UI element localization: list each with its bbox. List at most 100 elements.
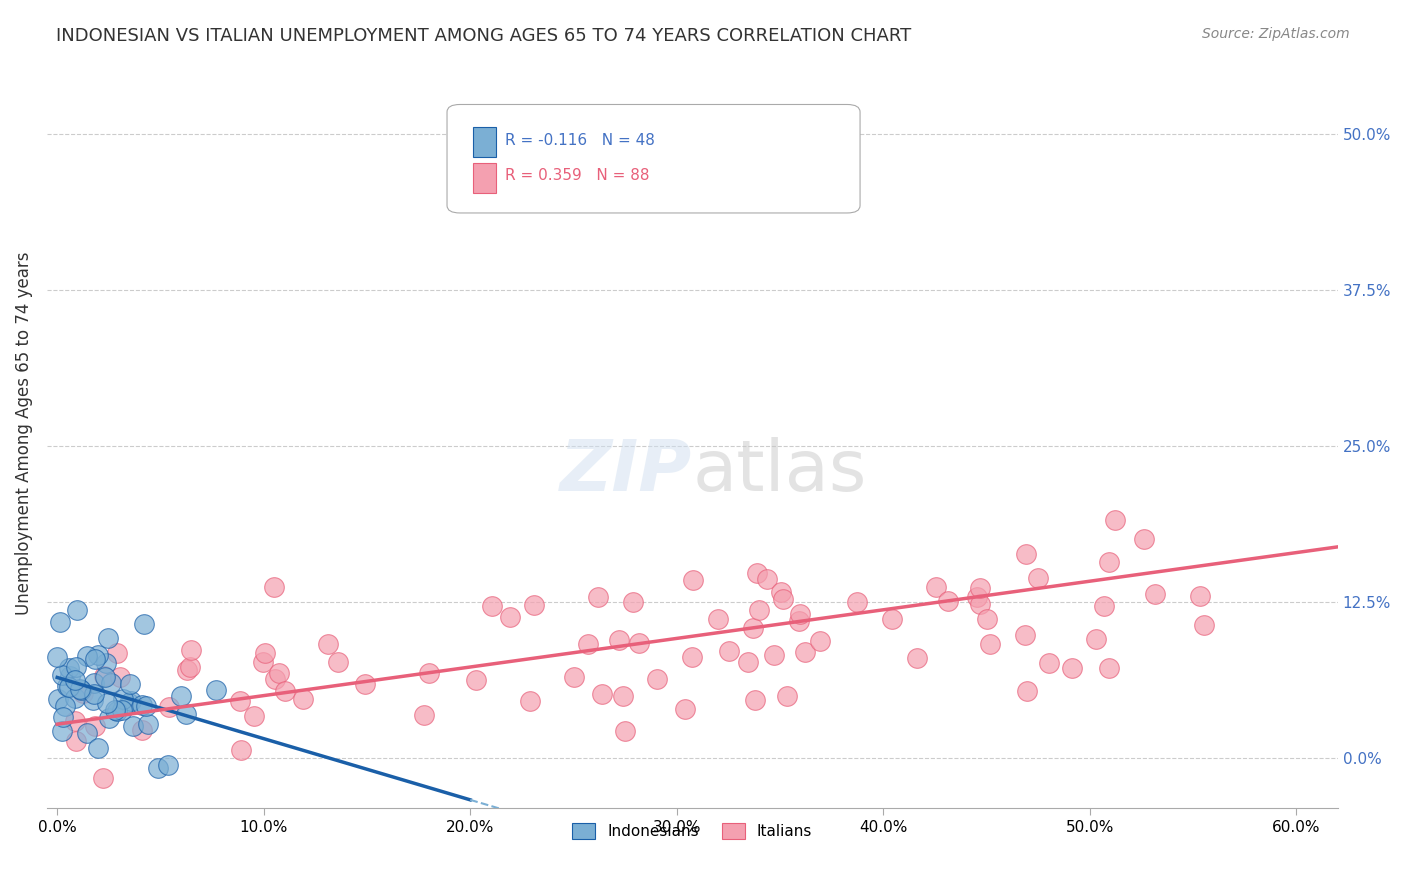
Point: [1062, 661, 1084, 675]
Text: R = -0.116   N = 48: R = -0.116 N = 48: [505, 133, 655, 148]
Point: [718, 644, 741, 658]
Text: INDONESIAN VS ITALIAN UNEMPLOYMENT AMONG AGES 65 TO 74 YEARS CORRELATION CHART: INDONESIAN VS ITALIAN UNEMPLOYMENT AMONG…: [56, 27, 911, 45]
Y-axis label: Unemployment Among Ages 65 to 74 years: Unemployment Among Ages 65 to 74 years: [15, 252, 32, 615]
Point: [772, 592, 794, 607]
Point: [96, 697, 118, 711]
Point: [681, 649, 703, 664]
Point: [204, 682, 226, 697]
Point: [880, 612, 903, 626]
Point: [614, 723, 637, 738]
Point: [328, 655, 350, 669]
Point: [96, 657, 118, 671]
Point: [519, 694, 541, 708]
Point: [576, 638, 599, 652]
Point: [254, 646, 277, 660]
Point: [744, 692, 766, 706]
Point: [231, 743, 253, 757]
Point: [793, 645, 815, 659]
Point: [112, 691, 135, 706]
Point: [65, 733, 87, 747]
Point: [104, 703, 127, 717]
Point: [65, 714, 87, 728]
Point: [157, 758, 180, 772]
Point: [65, 660, 87, 674]
Point: [76, 725, 98, 739]
Point: [762, 648, 785, 662]
Point: [682, 574, 704, 588]
Point: [263, 580, 285, 594]
Point: [787, 614, 810, 628]
Point: [97, 631, 120, 645]
Point: [412, 708, 434, 723]
Point: [252, 656, 274, 670]
Point: [1192, 618, 1215, 632]
FancyBboxPatch shape: [472, 127, 496, 157]
Point: [82, 693, 104, 707]
Point: [464, 673, 486, 687]
Point: [1092, 599, 1115, 613]
Point: [905, 651, 928, 665]
Point: [59, 669, 82, 683]
Point: [46, 691, 69, 706]
Point: [65, 673, 87, 687]
Point: [808, 633, 831, 648]
Text: R = 0.359   N = 88: R = 0.359 N = 88: [505, 168, 650, 183]
Point: [118, 677, 141, 691]
Text: atlas: atlas: [692, 436, 866, 506]
Point: [55, 679, 77, 693]
Point: [91, 771, 114, 785]
Point: [84, 719, 107, 733]
Point: [229, 694, 252, 708]
Point: [1015, 548, 1038, 562]
Point: [789, 607, 811, 621]
Point: [291, 692, 314, 706]
Point: [591, 686, 613, 700]
Point: [170, 689, 193, 703]
Point: [936, 594, 959, 608]
Point: [157, 700, 180, 714]
Point: [1098, 661, 1121, 675]
Point: [132, 617, 155, 632]
Point: [176, 663, 198, 677]
Point: [748, 603, 770, 617]
Point: [58, 680, 80, 694]
Point: [66, 603, 89, 617]
Point: [48, 615, 70, 629]
Point: [98, 710, 121, 724]
Point: [120, 694, 142, 708]
Point: [481, 599, 503, 613]
Point: [737, 655, 759, 669]
Point: [523, 598, 546, 612]
Point: [131, 723, 153, 737]
Point: [966, 590, 988, 604]
FancyBboxPatch shape: [447, 104, 860, 213]
Point: [645, 672, 668, 686]
Point: [924, 580, 946, 594]
Point: [1097, 555, 1119, 569]
Point: [621, 595, 644, 609]
Point: [354, 676, 377, 690]
Point: [770, 585, 793, 599]
Point: [969, 597, 991, 611]
Point: [776, 689, 799, 703]
Point: [51, 668, 73, 682]
Point: [756, 572, 779, 586]
Point: [100, 676, 122, 690]
Point: [111, 703, 134, 717]
Point: [628, 636, 651, 650]
Point: [707, 611, 730, 625]
Legend: Indonesians, Italians: Indonesians, Italians: [567, 817, 818, 845]
Point: [117, 696, 139, 710]
Point: [1188, 590, 1211, 604]
Point: [264, 672, 287, 686]
Point: [58, 660, 80, 674]
Point: [1038, 656, 1060, 670]
Point: [108, 669, 131, 683]
Point: [70, 682, 93, 697]
Point: [1104, 513, 1126, 527]
Point: [742, 621, 765, 635]
Point: [83, 687, 105, 701]
Point: [46, 649, 69, 664]
Point: [53, 699, 76, 714]
Text: Source: ZipAtlas.com: Source: ZipAtlas.com: [1202, 27, 1350, 41]
